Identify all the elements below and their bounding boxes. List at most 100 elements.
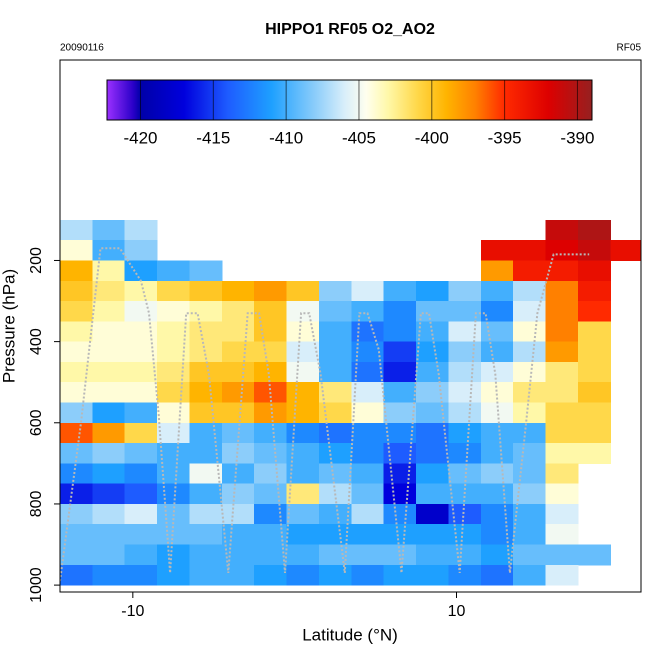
heatmap-cell [221,280,255,302]
heatmap-cell [383,301,417,322]
heatmap-cell [383,382,417,403]
heatmap-cell [124,422,158,444]
heatmap-cell [60,321,93,343]
heatmap-cell [221,402,255,424]
heatmap-cell [416,341,449,363]
heatmap-cell [157,321,190,343]
heatmap-cell [254,341,288,363]
heatmap-cell [513,301,547,322]
heatmap-cell [286,321,320,343]
heatmap-cell [157,483,190,505]
heatmap-cell [513,422,547,444]
colorbar-tick-label: -390 [560,128,594,147]
flight-track [60,247,590,582]
heatmap-cell [480,301,514,322]
heatmap-cell [60,361,93,383]
colorbar [106,79,593,121]
heatmap-cell [480,341,514,363]
heatmap-cell [416,422,449,444]
heatmap-cell [513,463,547,485]
heatmap-cell [92,402,126,424]
heatmap-cell [610,240,641,261]
heatmap-cell [416,402,449,424]
heatmap-cell [448,524,482,546]
heatmap-cell [60,402,93,424]
heatmap-cell [92,443,126,464]
heatmap-cell [60,483,93,505]
heatmap-cell [545,564,579,586]
heatmap-cell [383,321,417,343]
heatmap-cell [513,321,547,343]
heatmap-cell [92,544,126,566]
y-tick-label: 600 [28,409,45,436]
heatmap-cell [254,280,288,302]
heatmap-cell [351,564,385,586]
heatmap-cell [189,382,223,403]
heatmap-cell [545,524,579,546]
heatmap-cell [545,443,579,464]
heatmap-cell [124,219,158,241]
date-label: 20090116 [60,43,104,54]
heatmap-cell [221,301,255,322]
heatmap-cell [545,361,579,383]
heatmap-cell [577,402,611,424]
heatmap-cell [513,341,547,363]
heatmap-cell [60,301,93,322]
heatmap-cell [416,361,449,383]
heatmap-cell [513,564,547,586]
heatmap-cell [124,361,158,383]
chart-title: HIPPO1 RF05 O2_AO2 [265,21,435,38]
heatmap-cell [92,219,126,241]
heatmap-cell [221,463,255,485]
heatmap-cell [480,422,514,444]
heatmap-cell [189,402,223,424]
heatmap-cell [254,402,288,424]
heatmap-cell [448,341,482,363]
heatmap-cell [577,240,611,261]
heatmap-cell [448,280,482,302]
heatmap-cell [221,341,255,363]
colorbar-tick-label: -415 [196,128,230,147]
heatmap-cell [286,524,320,546]
heatmap-cell [448,503,482,525]
heatmap-cell [60,260,93,282]
heatmap-cell [124,402,158,424]
heatmap-cell [545,544,579,566]
heatmap-cell [545,280,579,302]
heatmap-cell [124,301,158,322]
heatmap-cell [189,564,223,586]
heatmap-cell [189,443,223,464]
heatmap-cell [318,463,352,485]
heatmap-cell [383,503,417,525]
heatmap-cell [286,463,320,485]
heatmap-cell [351,524,385,546]
y-tick-label: 800 [28,490,45,517]
heatmap-cell [448,301,482,322]
heatmap-cell [254,503,288,525]
heatmap-cell [124,503,158,525]
heatmap [60,219,641,586]
heatmap-cell [318,443,352,464]
heatmap-cell [351,280,385,302]
heatmap-cell [480,402,514,424]
heatmap-cell [92,260,126,282]
heatmap-cell [124,483,158,505]
heatmap-cell [189,524,223,546]
heatmap-cell [189,280,223,302]
heatmap-cell [254,483,288,505]
heatmap-cell [480,240,514,261]
colorbar-tick-label: -420 [123,128,157,147]
heatmap-cell [416,443,449,464]
heatmap-cell [448,361,482,383]
heatmap-cell [480,483,514,505]
heatmap-cell [318,280,352,302]
heatmap-cell [383,341,417,363]
heatmap-cell [318,301,352,322]
heatmap-cell [286,361,320,383]
heatmap-cell [351,402,385,424]
heatmap-cell [157,524,190,546]
heatmap-cell [448,402,482,424]
heatmap-cell [92,361,126,383]
heatmap-cell [577,301,611,322]
heatmap-cell [480,321,514,343]
